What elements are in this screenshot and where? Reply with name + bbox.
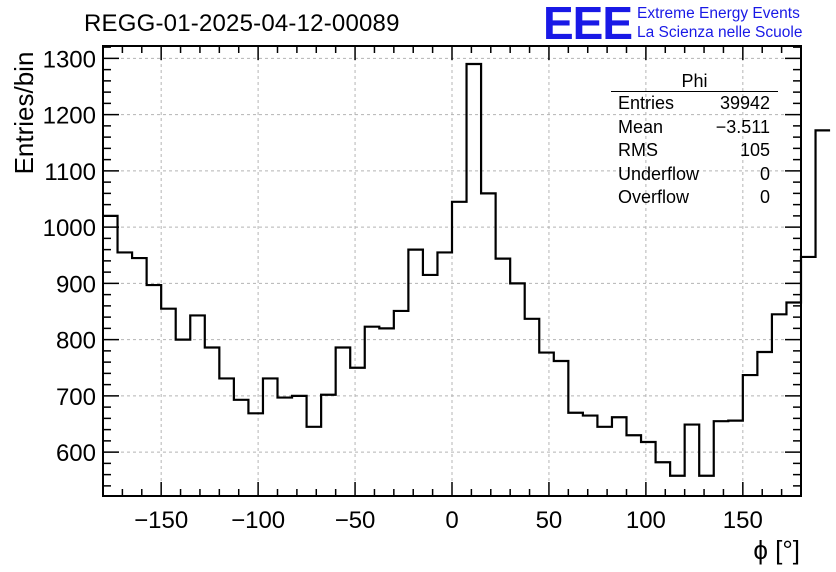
histogram-bin [437, 252, 452, 496]
stats-value: 0 [759, 163, 770, 184]
stats-label: Underflow [618, 163, 700, 184]
histogram-bin [234, 400, 249, 496]
stats-row-underflow: Underflow 0 [611, 163, 778, 187]
logo-line-1: Extreme Energy Events [637, 5, 800, 22]
histogram-bin [728, 421, 743, 496]
histogram-bin [408, 250, 423, 496]
histogram-bin [539, 353, 554, 496]
histogram-bin [336, 348, 351, 497]
histogram-bin [365, 327, 380, 496]
y-tick-label: 1100 [44, 159, 96, 186]
histogram-bin [641, 442, 656, 496]
histogram-bin [714, 421, 729, 496]
histogram-bin [103, 216, 118, 496]
histogram-bin [118, 252, 133, 496]
histogram-bin [292, 396, 307, 496]
histogram-bin [801, 257, 816, 496]
histogram-bin [467, 64, 482, 496]
histogram-bin [496, 259, 511, 496]
x-tick-label: 50 [536, 507, 563, 534]
y-tick-label: 600 [56, 440, 96, 467]
histogram-bin [423, 275, 438, 496]
x-tick-label: 100 [626, 507, 666, 534]
stats-row-overflow: Overflow 0 [611, 186, 778, 210]
y-axis-label: Entries/bin [9, 52, 39, 175]
eee-logo-text: Extreme Energy Events La Scienza nelle S… [637, 4, 802, 42]
y-tick-label: 1300 [43, 46, 96, 73]
eee-logo-icon: EEE [543, 0, 633, 49]
histogram-bin [147, 285, 162, 496]
histogram-bin [452, 202, 467, 496]
histogram-bin [307, 427, 322, 496]
x-tick-label: 0 [445, 507, 458, 534]
histogram-bin [685, 425, 700, 496]
histogram-bin [743, 375, 758, 496]
histogram-bin [510, 283, 525, 496]
y-tick-label: 900 [56, 271, 96, 298]
histogram-bin [350, 368, 365, 496]
histogram-bin [757, 352, 772, 496]
histogram-bin [132, 258, 147, 496]
y-tick-label: 1200 [43, 103, 96, 130]
histogram-bin [379, 328, 394, 496]
stats-label: Entries [618, 93, 675, 113]
histogram-bin [612, 417, 627, 496]
histogram-bin [816, 130, 831, 496]
histogram-bin [656, 462, 671, 496]
histogram-bin [481, 193, 496, 496]
histogram-bin [786, 303, 801, 497]
logo-line-2: La Scienza nelle Scuole [637, 24, 803, 41]
x-tick-label: −150 [134, 507, 188, 534]
x-axis-label: ϕ [°] [753, 535, 800, 565]
histogram-bin [772, 314, 787, 496]
histogram-bin [699, 476, 714, 496]
histogram-bin [278, 398, 293, 496]
histogram-bin [161, 309, 176, 496]
histogram-bin [568, 413, 583, 496]
y-tick-label: 800 [56, 328, 96, 355]
histogram-bin [554, 361, 569, 496]
histogram-bin [248, 413, 263, 496]
x-tick-label: −50 [335, 507, 376, 534]
histogram-bin [627, 435, 642, 496]
histogram-bin [190, 315, 205, 496]
stats-label: Overflow [618, 187, 690, 207]
stats-value: 0 [759, 187, 770, 207]
histogram-bin [219, 378, 234, 496]
stats-row-mean: Mean −3.511 [611, 116, 778, 140]
stats-value: 105 [739, 140, 770, 160]
stats-box-title: Phi [611, 72, 778, 92]
histogram-bin [176, 340, 191, 496]
histogram-bin [597, 427, 612, 496]
histogram-bin [670, 476, 685, 496]
stats-value: 39942 [719, 93, 770, 113]
histogram-bin [321, 395, 336, 496]
x-tick-label: 150 [723, 507, 763, 534]
stats-label: RMS [618, 140, 658, 160]
x-tick-label: −100 [231, 507, 285, 534]
histogram-bin [205, 348, 220, 497]
chart-title: REGG-01-2025-04-12-00089 [84, 10, 400, 37]
stats-box: Phi Entries 39942 Mean −3.511 RMS 105 Un… [611, 72, 778, 210]
y-tick-label: 1000 [43, 215, 96, 242]
stats-label: Mean [618, 116, 664, 137]
histogram-series [103, 62, 831, 477]
stats-row-rms: RMS 105 [611, 139, 778, 163]
y-tick-label: 700 [56, 384, 96, 411]
histogram-bin [525, 319, 540, 496]
stats-value: −3.511 [715, 116, 770, 137]
histogram-bin [394, 311, 409, 496]
histogram-bin [263, 378, 278, 496]
stats-row-entries: Entries 39942 [611, 92, 778, 116]
histogram-bin [583, 416, 598, 496]
